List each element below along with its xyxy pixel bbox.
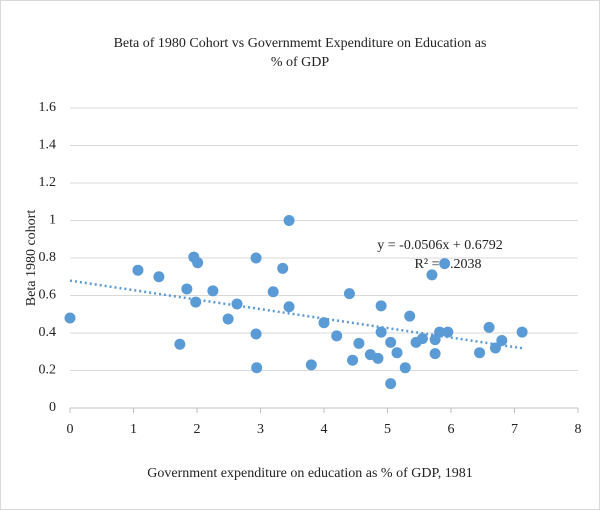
annotation: y = -0.0506x + 0.6792: [377, 238, 502, 253]
point: [375, 300, 387, 312]
point: [385, 336, 397, 348]
point: [207, 285, 219, 297]
point: [434, 326, 446, 338]
point: [385, 378, 397, 390]
x-tick-label: 4: [321, 422, 328, 437]
y-tick-label: 1.6: [39, 100, 57, 115]
y-tick-label: 0.6: [39, 288, 57, 303]
x-axis-label: Government expenditure on education as %…: [147, 466, 472, 481]
point: [404, 310, 416, 322]
point: [231, 298, 243, 310]
point: [483, 321, 495, 333]
point: [474, 347, 486, 359]
point: [331, 330, 343, 342]
point: [251, 362, 263, 374]
point: [375, 326, 387, 338]
point: [190, 296, 202, 308]
point: [391, 347, 403, 359]
point: [132, 264, 144, 276]
point: [429, 348, 441, 360]
x-tick-label: 7: [511, 422, 518, 437]
point: [442, 326, 454, 338]
y-tick-label: 1.4: [39, 138, 57, 153]
x-tick-label: 8: [575, 422, 582, 437]
point: [250, 252, 262, 264]
y-tick-label: 1.2: [39, 175, 57, 190]
point: [416, 333, 428, 345]
point: [305, 359, 317, 371]
chart-title: Beta of 1980 Cohort vs Governmemt Expend…: [113, 36, 487, 70]
point: [489, 342, 501, 354]
x-tick-label: 1: [130, 422, 137, 437]
x-tick-label: 5: [384, 422, 391, 437]
point: [267, 286, 279, 298]
point: [372, 352, 384, 364]
x-tick-label: 6: [448, 422, 455, 437]
y-axis-label: Beta 1980 cohort: [24, 210, 39, 307]
x-tick-label: 0: [67, 422, 74, 437]
y-tick-label: 0.4: [39, 325, 57, 340]
point: [426, 269, 438, 281]
point: [181, 283, 193, 295]
point: [283, 215, 295, 226]
y-tick-label: 0.2: [39, 363, 57, 378]
point: [277, 262, 289, 274]
point: [222, 313, 234, 325]
point: [516, 326, 528, 338]
point: [439, 258, 451, 270]
y-tick-label: 0.8: [39, 250, 57, 265]
y-tick-label: 1: [49, 213, 56, 228]
y-tick-label: 0: [49, 400, 56, 415]
point: [496, 335, 508, 346]
point: [399, 362, 411, 374]
point: [318, 317, 330, 329]
x-tick-label: 2: [194, 422, 201, 437]
point: [153, 271, 165, 283]
x-tick-label: 3: [257, 422, 264, 437]
point: [250, 328, 262, 340]
point: [174, 338, 186, 350]
point: [353, 337, 365, 349]
point: [283, 301, 295, 313]
point: [192, 257, 204, 269]
point: [347, 354, 359, 366]
point: [343, 288, 355, 300]
point: [64, 312, 76, 324]
